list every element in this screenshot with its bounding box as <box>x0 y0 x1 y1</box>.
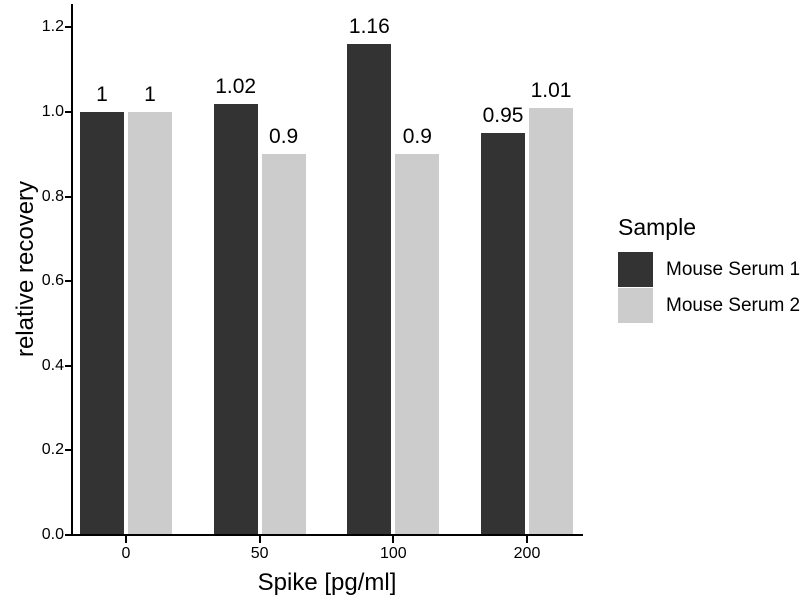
y-tick-label: 0.6 <box>41 272 64 290</box>
y-tick-label: 0.8 <box>41 187 64 205</box>
y-tick-mark <box>65 449 72 452</box>
bar-value-label: 0.95 <box>482 104 524 128</box>
bar-series1 <box>347 44 392 535</box>
bar-series2 <box>529 107 573 535</box>
y-tick-label: 0.2 <box>41 441 64 459</box>
bar-value-label: 0.9 <box>269 125 299 149</box>
x-tick-label: 200 <box>513 545 541 562</box>
x-axis-title: Spike [pg/ml] <box>257 569 397 596</box>
bar-series1 <box>80 112 124 535</box>
y-tick-label: 1.0 <box>41 103 64 120</box>
bar-series1 <box>481 133 525 535</box>
x-tick-label: 0 <box>121 545 131 562</box>
y-tick-mark <box>65 364 72 367</box>
y-tick-mark <box>65 280 72 283</box>
bar-value-label: 0.9 <box>402 125 432 149</box>
x-tick-mark <box>125 536 127 543</box>
bar-series2 <box>128 112 172 535</box>
y-tick-label: 0.0 <box>41 526 64 543</box>
legend-item-label: Mouse Serum 1 <box>666 258 800 280</box>
legend-items: Mouse Serum 1 Mouse Serum 2 <box>618 252 800 323</box>
bar-series2 <box>261 154 306 535</box>
legend-swatch <box>618 288 653 323</box>
legend-item: Mouse Serum 1 <box>618 252 800 287</box>
y-axis-line <box>71 4 73 536</box>
bar-value-label: 1 <box>144 83 156 106</box>
y-tick-mark <box>65 111 72 113</box>
bar-series2 <box>395 154 440 535</box>
bar-value-label: 1 <box>96 83 108 106</box>
x-tick-mark <box>392 536 395 543</box>
y-tick-mark <box>65 534 72 536</box>
x-axis-line <box>71 534 583 536</box>
bar-series1 <box>213 103 258 535</box>
bar-value-label: 1.02 <box>215 74 257 98</box>
legend-swatch <box>618 252 653 287</box>
x-tick-mark <box>258 536 261 543</box>
bar-value-label: 1.16 <box>348 15 390 39</box>
y-tick-mark <box>65 195 72 198</box>
y-axis-title: relative recovery <box>12 180 39 358</box>
y-tick-label: 0.4 <box>41 356 64 374</box>
legend-item-label: Mouse Serum 2 <box>666 294 800 316</box>
bar-value-label: 1.01 <box>530 78 572 102</box>
x-tick-label: 50 <box>250 545 269 562</box>
legend-item: Mouse Serum 2 <box>618 288 800 323</box>
y-tick-label: 1.2 <box>41 18 64 36</box>
x-tick-label: 100 <box>379 545 407 562</box>
legend-title: Sample <box>618 214 696 240</box>
y-tick-mark <box>65 26 72 29</box>
legend: Sample Mouse Serum 1 Mouse Serum 2 <box>618 214 800 324</box>
x-tick-mark <box>526 536 528 543</box>
